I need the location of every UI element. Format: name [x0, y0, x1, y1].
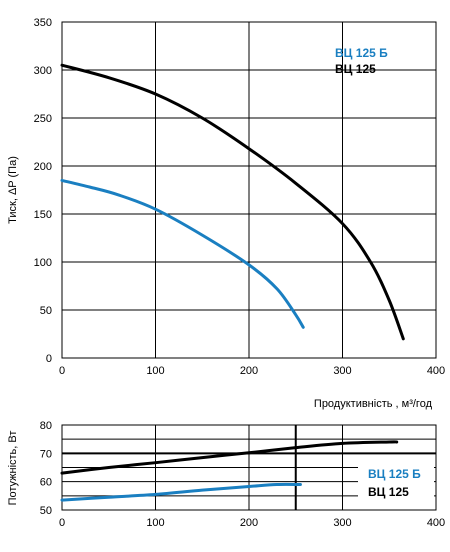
power-x-tick-label: 200 [240, 517, 258, 529]
power-x-tick-label: 100 [146, 517, 164, 529]
power-y-axis-label: Потужність, Вт [7, 431, 19, 506]
pressure-legend-item-vts125b: ВЦ 125 Б [335, 46, 388, 60]
power-legend-background [358, 464, 434, 500]
power-chart: 0 100 200 300 400 50 60 70 80 Потужність, Вт ВЦ… [7, 420, 445, 529]
power-y-tick-label: 60 [40, 477, 52, 489]
pressure-y-tick-label: 100 [34, 257, 52, 269]
power-x-tick-label: 0 [59, 517, 65, 529]
pressure-grid [62, 22, 436, 358]
pressure-series [60, 63, 405, 341]
pressure-legend-item-vts125: ВЦ 125 [335, 62, 376, 76]
pressure-x-tick-label: 400 [427, 365, 445, 377]
pressure-y-ticks: 0 50 100 150 200 250 300 350 [34, 17, 52, 365]
power-legend-item-vts125b: ВЦ 125 Б [368, 467, 421, 481]
power-series-line-vts125 [60, 440, 399, 475]
pressure-legend: ВЦ 125 Б ВЦ 125 [335, 46, 388, 76]
pressure-x-tick-label: 200 [240, 365, 258, 377]
pressure-chart: 0 100 200 300 400 0 50 100 150 200 250 300 350 Тиск… [7, 17, 445, 410]
power-legend-item-vts125: ВЦ 125 [368, 485, 409, 499]
pressure-y-tick-label: 250 [34, 113, 52, 125]
pressure-y-tick-label: 350 [34, 17, 52, 29]
pressure-x-ticks: 0 100 200 300 400 [59, 365, 445, 377]
power-x-tick-label: 400 [427, 517, 445, 529]
power-series [60, 440, 399, 502]
power-y-tick-label: 80 [40, 420, 52, 432]
pressure-series-line-vts125b [60, 178, 305, 329]
power-x-ticks: 0 100 200 300 400 [59, 517, 445, 529]
pressure-x-tick-label: 100 [146, 365, 164, 377]
power-legend: ВЦ 125 Б ВЦ 125 [368, 467, 421, 499]
pressure-series-line-vts125 [60, 63, 405, 341]
pressure-y-axis-label: Тиск, ΔP (Па) [7, 156, 19, 224]
power-y-ticks: 50 60 70 80 [40, 420, 52, 517]
power-y-tick-label: 50 [40, 505, 52, 517]
power-y-tick-label: 70 [40, 448, 52, 460]
pressure-x-tick-label: 0 [59, 365, 65, 377]
pressure-y-tick-label: 150 [34, 209, 52, 221]
pressure-y-tick-label: 300 [34, 65, 52, 77]
power-series-line-vts125b [60, 482, 302, 502]
power-x-tick-label: 300 [333, 517, 351, 529]
pressure-y-tick-label: 200 [34, 161, 52, 173]
pressure-y-tick-label: 0 [46, 353, 52, 365]
pressure-x-tick-label: 300 [333, 365, 351, 377]
pressure-y-tick-label: 50 [40, 305, 52, 317]
pressure-x-axis-label: Продуктивність , м³/год [314, 398, 433, 410]
